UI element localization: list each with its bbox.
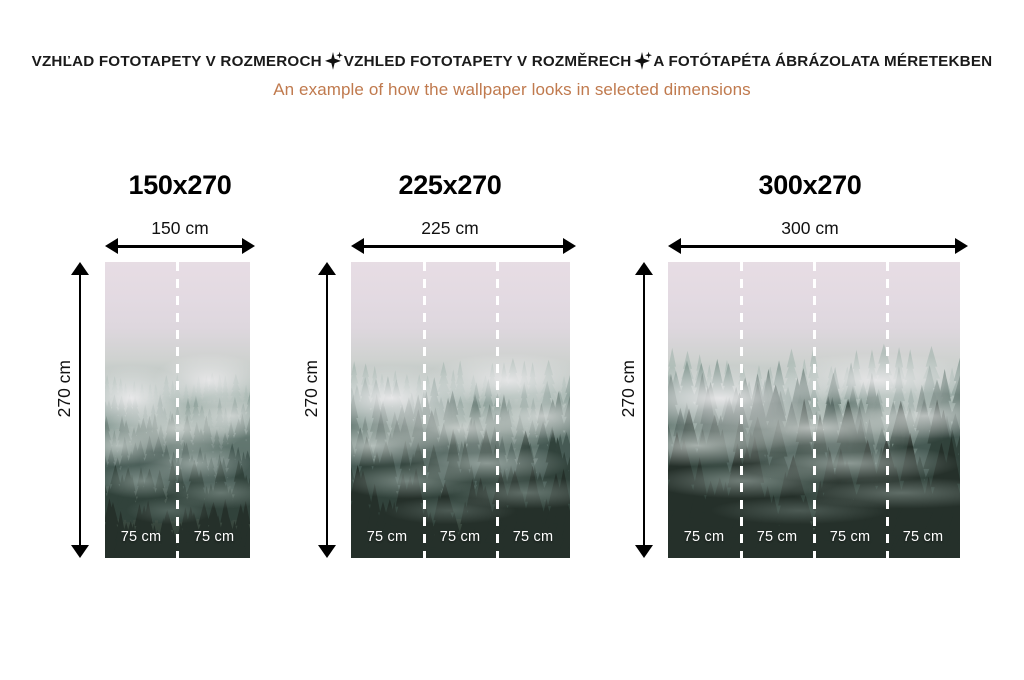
panel-title: 300x270	[758, 170, 862, 200]
strip-divider	[496, 262, 499, 558]
panel-title: 225x270	[398, 170, 502, 200]
arrow-bar	[360, 245, 567, 248]
strip-label: 75 cm	[193, 529, 235, 545]
arrow-bar	[326, 271, 328, 549]
arrow-head-down-icon	[71, 545, 89, 558]
arrow-head-down-icon	[318, 545, 336, 558]
arrow-bar	[79, 271, 81, 549]
strip-label: 75 cm	[120, 529, 162, 545]
sparkle-icon	[322, 51, 344, 70]
strip-label: 75 cm	[829, 529, 871, 545]
title-segment-sk: VZHĽAD FOTOTAPETY V ROZMEROCH	[31, 52, 322, 70]
page-title: VZHĽAD FOTOTAPETY V ROZMEROCH VZHLED FOT…	[0, 51, 1024, 70]
size-panel-150x270: 150x270 150 cm 270 cm 75 cm 75 cm	[40, 0, 320, 680]
arrow-head-right-icon	[563, 238, 576, 254]
arrow-head-right-icon	[955, 238, 968, 254]
arrow-bar	[643, 271, 645, 549]
arrow-head-up-icon	[71, 262, 89, 275]
sky-layer	[351, 262, 570, 558]
arrow-head-left-icon	[668, 238, 681, 254]
wallpaper-preview-image: 75 cm 75 cm 75 cm	[351, 262, 570, 558]
page-subtitle: An example of how the wallpaper looks in…	[273, 80, 751, 99]
strip-label: 75 cm	[512, 529, 554, 545]
size-panel-225x270: 225x270 225 cm 270 cm 75 cm 75 cm 75 cm	[300, 0, 600, 680]
strip-divider	[813, 262, 816, 558]
wallpaper-preview-image: 75 cm 75 cm	[105, 262, 250, 558]
arrow-head-left-icon	[105, 238, 118, 254]
title-segment-cz: VZHLED FOTOTAPETY V ROZMĚRECH	[343, 52, 632, 70]
panel-height-label: 270 cm	[301, 360, 321, 418]
strip-label: 75 cm	[683, 529, 725, 545]
strip-divider	[886, 262, 889, 558]
sparkle-icon	[631, 51, 653, 70]
strip-label: 75 cm	[902, 529, 944, 545]
arrow-head-right-icon	[242, 238, 255, 254]
arrow-bar	[677, 245, 959, 248]
arrow-head-up-icon	[318, 262, 336, 275]
width-dimension-arrow	[668, 236, 968, 256]
width-dimension-arrow	[105, 236, 255, 256]
panel-width-label: 225 cm	[421, 218, 479, 238]
height-dimension-arrow	[317, 262, 337, 558]
title-segment-hu: A FOTÓTAPÉTA ÁBRÁZOLATA MÉRETEKBEN	[653, 52, 993, 70]
size-panel-300x270: 300x270 300 cm 270 cm 75 cm 75 cm 75 cm …	[618, 0, 1000, 680]
arrow-head-down-icon	[635, 545, 653, 558]
arrow-head-left-icon	[351, 238, 364, 254]
panel-width-label: 300 cm	[781, 218, 839, 238]
panel-height-label: 270 cm	[618, 360, 638, 418]
width-dimension-arrow	[351, 236, 576, 256]
panel-width-label: 150 cm	[151, 218, 209, 238]
arrow-bar	[114, 245, 246, 248]
panel-height-label: 270 cm	[54, 360, 74, 418]
strip-divider	[423, 262, 426, 558]
panel-title: 150x270	[128, 170, 232, 200]
height-dimension-arrow	[634, 262, 654, 558]
strip-label: 75 cm	[439, 529, 481, 545]
strip-divider	[740, 262, 743, 558]
strip-label: 75 cm	[756, 529, 798, 545]
strip-divider	[176, 262, 179, 558]
arrow-head-up-icon	[635, 262, 653, 275]
strip-label: 75 cm	[366, 529, 408, 545]
height-dimension-arrow	[70, 262, 90, 558]
wallpaper-preview-image: 75 cm 75 cm 75 cm 75 cm	[668, 262, 960, 558]
